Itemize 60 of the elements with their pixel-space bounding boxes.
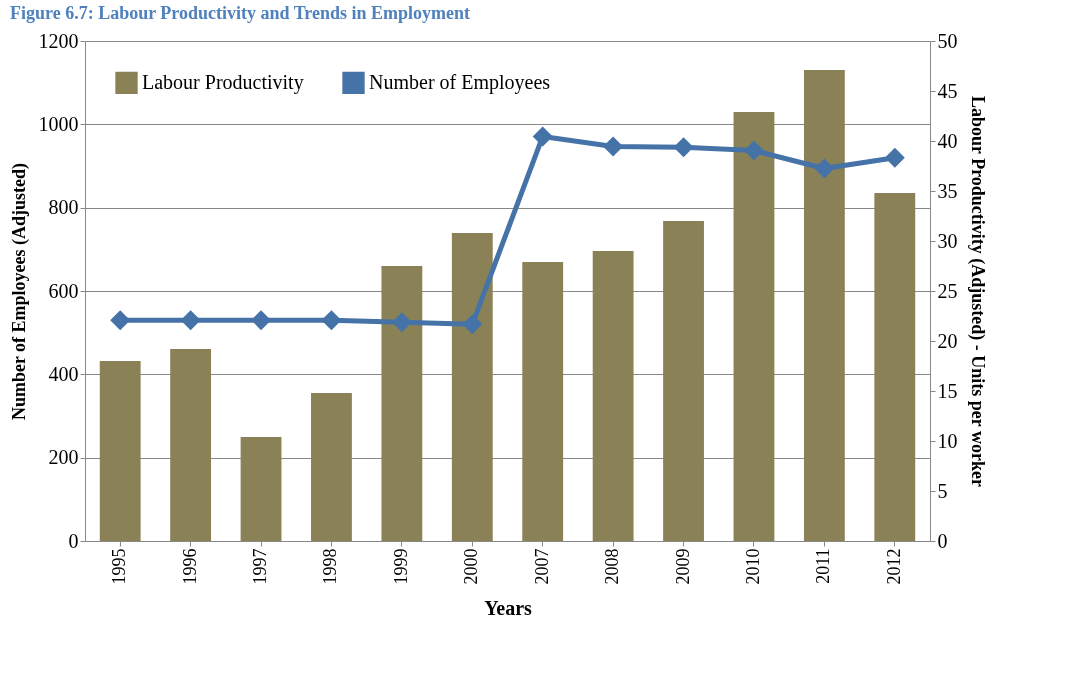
y2-tick-label: 5	[937, 479, 948, 502]
point	[673, 137, 694, 158]
point	[603, 136, 624, 157]
bar	[311, 393, 352, 541]
y2-tick-label: 45	[937, 79, 958, 102]
point	[391, 312, 412, 333]
bar	[381, 266, 423, 541]
x-tick-label: 1996	[179, 548, 200, 585]
y-tick-label: 1000	[38, 112, 79, 135]
y-tick-label: 400	[48, 362, 79, 385]
bar	[874, 193, 916, 541]
point	[743, 140, 764, 161]
chart-title: Figure 6.7: Labour Productivity and Trends in Employment	[10, 3, 471, 23]
point	[110, 310, 131, 331]
x-tick-label: 1998	[320, 548, 341, 585]
x-tick-label: 1999	[390, 548, 411, 585]
bar	[170, 349, 212, 541]
y2-tick-label: 35	[937, 179, 958, 202]
y2-tick-label: 0	[937, 529, 948, 552]
y-tick-label: 600	[48, 279, 79, 302]
point	[532, 126, 553, 147]
x-tick-label: 1995	[109, 548, 130, 585]
y2-tick-label: 25	[937, 279, 958, 302]
y-tick-label: 0	[68, 529, 79, 552]
bar	[240, 437, 282, 541]
bar	[663, 221, 704, 541]
x-tick-label: 2009	[672, 548, 693, 585]
x-tick-label: 2011	[813, 548, 834, 584]
bar	[803, 70, 845, 541]
y-axis-title: Number of Employees (Adjusted)	[8, 162, 30, 421]
y-tick-label: 800	[48, 196, 79, 219]
x-tick-label: 2008	[602, 548, 623, 585]
point	[462, 314, 483, 335]
point	[321, 310, 342, 331]
y2-tick-label: 15	[937, 379, 958, 402]
bar	[99, 361, 141, 541]
bar	[592, 251, 634, 541]
y2-tick-label: 40	[937, 129, 958, 152]
bar	[522, 262, 564, 541]
x-axis-title: Years	[484, 596, 533, 619]
y2-tick-label: 30	[937, 229, 958, 252]
x-tick-label: 2012	[883, 548, 904, 585]
y2-axis-title: Labour Productivity (Adjusted) - Units per worker	[966, 96, 988, 488]
point	[814, 158, 835, 179]
x-tick-label: 2010	[742, 548, 763, 585]
x-tick-label: 2007	[531, 548, 552, 585]
bar	[733, 112, 775, 541]
point	[180, 310, 201, 331]
bar	[451, 233, 493, 541]
point	[251, 310, 272, 331]
y2-tick-label: 20	[937, 329, 958, 352]
y-tick-label: 200	[48, 446, 79, 469]
y2-tick-label: 50	[937, 29, 958, 52]
x-tick-label: 2000	[461, 548, 482, 585]
point	[884, 147, 905, 168]
legend-label: Number of Employees	[369, 70, 551, 94]
x-tick-label: 1997	[250, 548, 271, 585]
y2-tick-label: 10	[937, 429, 958, 452]
legend-label: Labour Productivity	[142, 70, 304, 94]
y-tick-label: 1200	[38, 29, 79, 52]
